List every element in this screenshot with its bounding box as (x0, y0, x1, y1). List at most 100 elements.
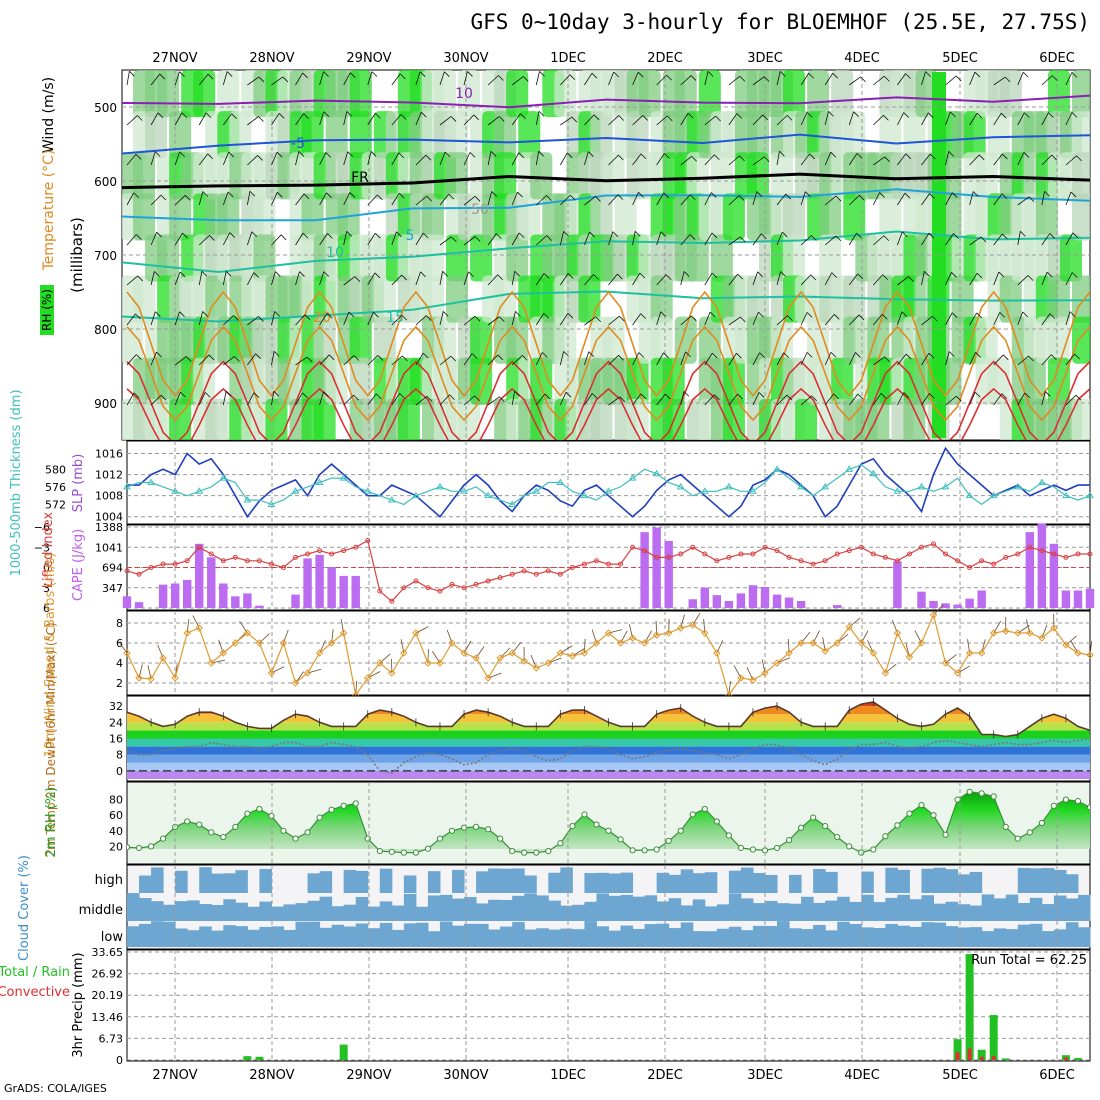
wind-speed-marker (544, 659, 553, 667)
wind-speed-marker (797, 639, 805, 647)
wind-speed-marker (905, 653, 914, 661)
wind-barb (535, 151, 540, 166)
rh-point (978, 790, 985, 797)
wind-barb-flag (830, 351, 837, 358)
cape-bar (291, 594, 300, 608)
wind-barb (776, 271, 782, 286)
lifted-index-point (160, 561, 166, 567)
rh-point (280, 827, 287, 834)
pressure-tick-label: 700 (94, 249, 117, 263)
rh-point (822, 823, 829, 830)
thickness-marker (652, 469, 661, 477)
wind-barb (126, 154, 137, 166)
thickness-marker (243, 496, 252, 503)
cloud-cell (957, 927, 971, 947)
wind-barb-flag (227, 191, 234, 198)
wind-barb (656, 231, 662, 246)
rh-cell (253, 234, 276, 282)
wind-barb (415, 352, 424, 366)
lifted-index-point (786, 554, 792, 560)
wind-barb (463, 114, 475, 126)
wind-barb (535, 111, 540, 126)
wind-barb-flag (1069, 311, 1076, 317)
wind-barb-flag (685, 351, 691, 358)
wind-barb-flag (974, 391, 981, 398)
wind-barb-flag (737, 393, 743, 400)
rh-axis-label: 2m RH (%) (44, 787, 59, 858)
wind-barb (319, 233, 328, 246)
rh-cell (470, 357, 493, 405)
wind-speed-marker (123, 649, 131, 657)
rh-point (472, 823, 480, 831)
rh-cell (530, 152, 553, 200)
wind-barb (271, 391, 275, 406)
lifted-index-point (906, 551, 912, 557)
lifted-index-line (126, 539, 1090, 603)
rh-point (930, 812, 937, 819)
wind-barb (1041, 391, 1046, 406)
wind-barb (993, 312, 1001, 326)
cloud-cell (223, 873, 236, 893)
thickness-marker (1062, 491, 1070, 499)
cloud-cell (789, 874, 802, 893)
wind-speed-marker (1050, 624, 1058, 632)
cloud-cell (716, 928, 730, 947)
cloud-cell (680, 922, 694, 947)
wind-barb-flag (348, 311, 355, 318)
precip-tick: 26.92 (92, 968, 124, 981)
precip-tick: 13.46 (92, 1011, 124, 1024)
thickness-axis-label: 1000-500mb Thickness (dm) (9, 389, 24, 576)
wind-barb-flag (925, 71, 931, 77)
wind-barb-flag (667, 115, 673, 122)
wind-barb-flag (660, 231, 667, 237)
wind-barb (343, 151, 349, 166)
wind-barb (800, 235, 812, 246)
wind-speed-marker (628, 634, 637, 642)
thickness-marker (604, 487, 613, 494)
wind-barb-flag (709, 311, 716, 318)
wind-speed-marker (652, 631, 661, 639)
cloud-cell (1041, 931, 1055, 947)
rh-point (364, 835, 371, 842)
wind-barb (174, 391, 181, 406)
wind-barb (921, 112, 929, 126)
wind-barb (198, 191, 204, 206)
wind-barb (849, 76, 861, 86)
wind-barb (367, 113, 376, 126)
wind-barb-flag (209, 235, 215, 241)
thickness-marker (556, 478, 565, 485)
wind-barb (873, 156, 885, 166)
wind-barb-flag (1096, 272, 1100, 277)
cloud-cell (307, 921, 321, 947)
wind-barb (271, 311, 276, 326)
cloud-cell (1017, 867, 1031, 893)
wind-barb-flag (831, 272, 838, 278)
wind-barb-flag (137, 275, 143, 282)
cloud-cell (235, 870, 248, 893)
wind-barb-flag (444, 151, 451, 158)
wind-barb (415, 154, 427, 166)
rh-point (292, 835, 299, 842)
wind-speed-marker (592, 639, 601, 647)
rh-cell (506, 234, 529, 282)
wind-barb-flag (779, 71, 786, 77)
wind-barb-flag (904, 192, 911, 199)
wind-barb (800, 73, 810, 86)
wind-barb (872, 393, 882, 406)
wind-barb (511, 76, 524, 86)
lifted-index-point (593, 558, 599, 564)
wind-barb (487, 396, 500, 406)
lifted-index-point (184, 558, 190, 564)
wind-barb-flag (349, 192, 356, 198)
cloud-cell (452, 898, 465, 921)
wind-speed-marker (713, 649, 721, 657)
cloud-cell (704, 906, 718, 921)
wind-barb (367, 272, 376, 286)
rh-tick: 60 (109, 809, 123, 822)
cloud-cell (319, 896, 333, 921)
wind-barb (415, 395, 428, 406)
wind-speed-line (126, 613, 1091, 697)
